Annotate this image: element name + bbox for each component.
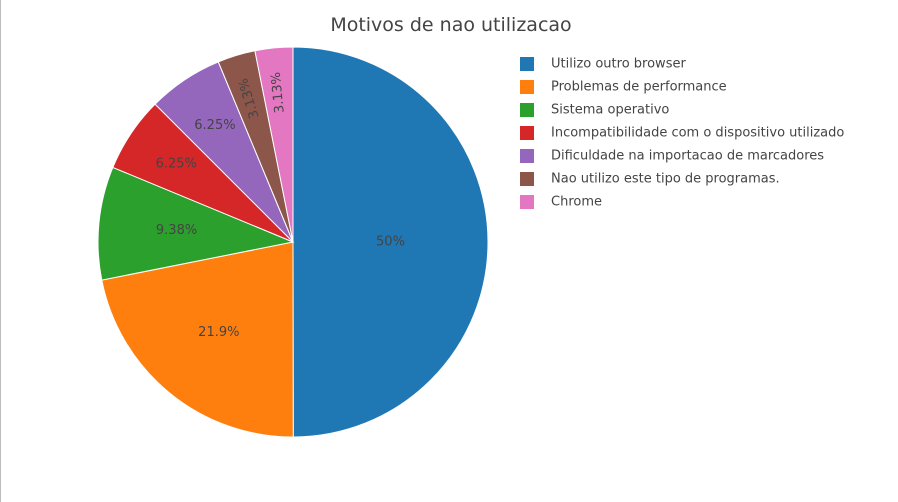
legend-label-7[interactable]: Chrome [551,195,602,210]
legend-swatch-7[interactable] [520,195,534,209]
legend-label-2[interactable]: Problemas de performance [551,80,727,95]
legend-swatch-3[interactable] [520,103,534,117]
pie-slice-1[interactable] [292,46,489,438]
chart-title: Motivos de nao utilizacao [330,14,571,36]
slice-label-1: 50% [376,234,405,249]
legend-swatch-1[interactable] [520,57,534,71]
slice-label-4: 6.25% [156,157,197,172]
legend-swatch-5[interactable] [520,149,534,163]
legend-label-3[interactable]: Sistema operativo [551,103,669,118]
slice-label-3: 9.38% [156,223,197,238]
slice-label-7: 3.13% [269,71,288,114]
pie-slice-7[interactable] [254,46,294,243]
pie-slices [97,46,489,438]
slice-label-5: 6.25% [194,118,235,133]
legend-swatch-4[interactable] [520,126,534,140]
pie-slice-2[interactable] [101,241,294,438]
legend-swatch-6[interactable] [520,172,534,186]
legend-label-5[interactable]: Dificuldade na importacao de marcadores [551,149,824,164]
legend-swatch-2[interactable] [520,80,534,94]
legend: Utilizo outro browser Problemas de perfor… [520,57,844,210]
pie-slice-3[interactable] [97,166,295,281]
legend-label-6[interactable]: Nao utilizo este tipo de programas. [551,172,780,187]
legend-label-1[interactable]: Utilizo outro browser [551,57,686,72]
slice-label-2: 21.9% [198,325,239,340]
legend-label-4[interactable]: Incompatibilidade com o dispositivo util… [551,126,844,141]
